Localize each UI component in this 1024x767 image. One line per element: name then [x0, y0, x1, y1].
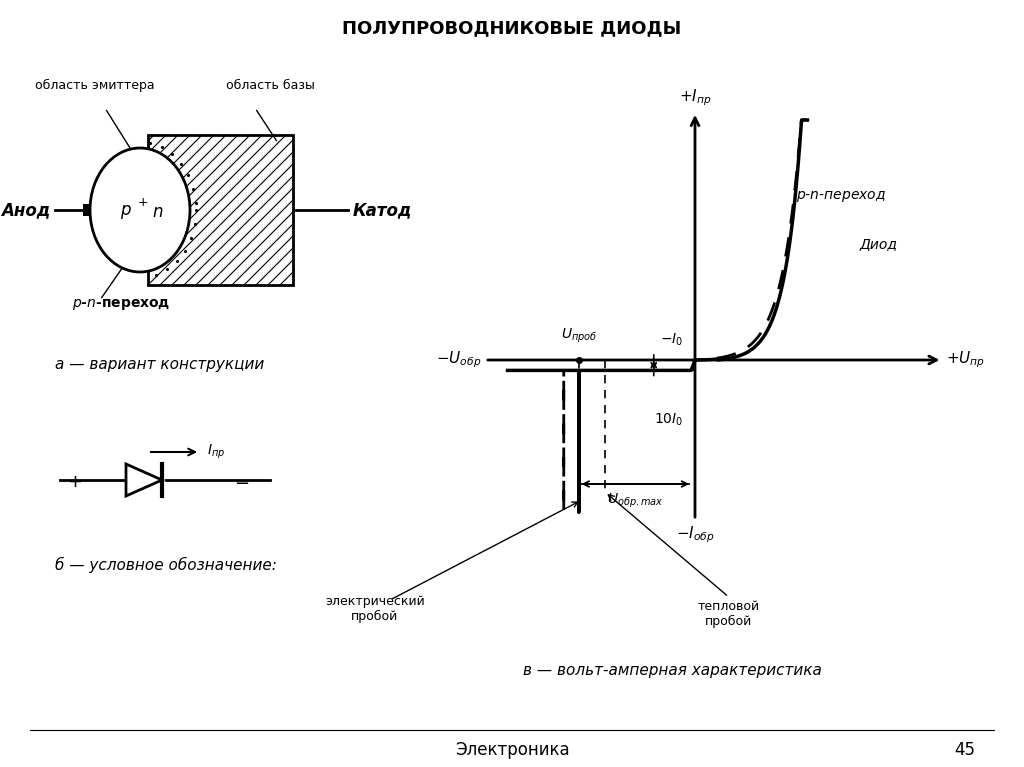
Text: $U_{обр.max}$: $U_{обр.max}$: [607, 492, 664, 510]
Text: $-U_{обр}$: $-U_{обр}$: [436, 350, 481, 370]
Text: $U_{проб}$: $U_{проб}$: [560, 327, 597, 345]
Text: тепловой
пробой: тепловой пробой: [697, 600, 760, 628]
Text: $+I_{пр}$: $+I_{пр}$: [679, 87, 712, 108]
Text: Электроника: Электроника: [455, 741, 569, 759]
Text: ПОЛУПРОВОДНИКОВЫЕ ДИОДЫ: ПОЛУПРОВОДНИКОВЫЕ ДИОДЫ: [342, 19, 682, 37]
Text: в — вольт-амперная характеристика: в — вольт-амперная характеристика: [523, 663, 822, 677]
Bar: [83, 204, 90, 216]
Text: электрический
пробой: электрический пробой: [326, 595, 425, 623]
Text: $+$: $+$: [68, 473, 83, 491]
Text: Катод: Катод: [353, 201, 413, 219]
Text: а — вариант конструкции: а — вариант конструкции: [55, 357, 264, 373]
Text: $-I_{обр}$: $-I_{обр}$: [676, 524, 715, 545]
Text: $\mathit{p}$-$\mathit{n}$-переход: $\mathit{p}$-$\mathit{n}$-переход: [72, 298, 170, 312]
Text: область эмиттера: область эмиттера: [35, 79, 155, 92]
Polygon shape: [126, 464, 162, 496]
Text: $-$: $-$: [234, 473, 250, 491]
Text: 45: 45: [954, 741, 975, 759]
Text: $10I_0$: $10I_0$: [653, 412, 683, 428]
Text: $I_{пр}$: $I_{пр}$: [207, 443, 225, 461]
Text: $+$: $+$: [137, 196, 148, 209]
Text: $n$: $n$: [153, 203, 164, 221]
Text: $p$-$n$-переход: $p$-$n$-переход: [797, 189, 887, 203]
Text: Анод: Анод: [1, 201, 50, 219]
Text: $+U_{пр}$: $+U_{пр}$: [946, 350, 985, 370]
Text: $p$: $p$: [120, 203, 132, 221]
Ellipse shape: [90, 148, 190, 272]
Bar: [148, 135, 293, 285]
Text: б — условное обозначение:: б — условное обозначение:: [55, 557, 276, 573]
Text: область базы: область базы: [225, 79, 314, 92]
Text: Диод: Диод: [860, 237, 898, 251]
Text: $-I_0$: $-I_0$: [659, 331, 683, 347]
